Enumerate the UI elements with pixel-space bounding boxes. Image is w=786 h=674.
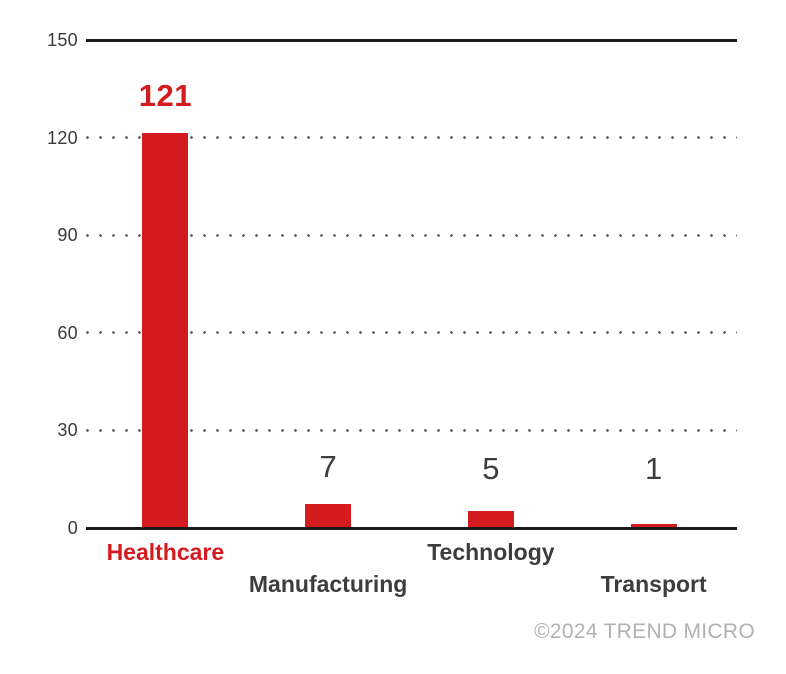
value-label-transport: 1 [645, 451, 663, 486]
y-tick-label-150: 150 [47, 30, 78, 50]
y-tick-label-60: 60 [57, 322, 78, 343]
top-boundary-line [86, 38, 737, 42]
x-axis-line [86, 526, 737, 530]
value-label-technology: 5 [482, 451, 500, 486]
copyright-text: ©2024 TREND MICRO [534, 620, 755, 643]
y-tick-label-30: 30 [57, 420, 78, 441]
gridline-120 [86, 136, 737, 140]
gridline-90 [86, 233, 737, 237]
gridline-60 [86, 331, 737, 335]
value-label-manufacturing: 7 [319, 449, 337, 485]
bar-technology [467, 510, 514, 527]
y-tick-label-90: 90 [57, 225, 78, 246]
value-label-healthcare: 121 [138, 78, 192, 114]
bar-healthcare [142, 133, 189, 527]
category-label-transport: Transport [600, 571, 707, 597]
gridline-30 [86, 428, 737, 432]
category-label-technology: Technology [427, 539, 555, 565]
category-label-healthcare: Healthcare [106, 539, 225, 565]
y-tick-label-120: 120 [47, 127, 78, 148]
y-tick-label-0: 0 [67, 518, 78, 538]
category-label-manufacturing: Manufacturing [248, 571, 408, 597]
bar-transport [630, 523, 677, 527]
bar-manufacturing [305, 504, 352, 527]
